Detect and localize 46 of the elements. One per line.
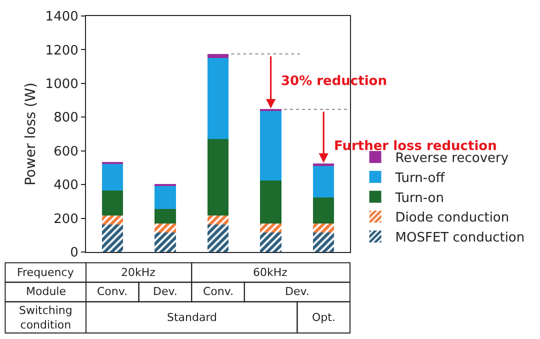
y-axis-title: Power loss (W) — [22, 82, 39, 186]
text: Dev. — [285, 285, 310, 298]
y-tick-label: 200 — [54, 212, 78, 227]
y-tick-label: 800 — [54, 110, 78, 126]
text: Dev. — [153, 285, 178, 298]
bar — [313, 165, 334, 198]
bar — [260, 232, 282, 252]
text: 20kHz — [121, 266, 156, 279]
bar — [313, 232, 334, 252]
bar — [207, 216, 229, 225]
bar — [313, 223, 334, 232]
text: Frequency — [17, 266, 74, 279]
text: Module — [26, 285, 66, 298]
text: Standard — [167, 311, 218, 324]
bar — [154, 232, 176, 252]
bar — [102, 164, 123, 191]
y-tick-label: 600 — [54, 144, 78, 160]
y-tick-label: 0 — [70, 246, 78, 261]
bar — [102, 224, 123, 252]
y-tick-label: 1000 — [45, 76, 78, 92]
bar — [102, 190, 123, 216]
bar — [207, 224, 229, 252]
bar — [260, 180, 282, 224]
y-tick-label: 1200 — [45, 43, 78, 58]
y-tick-label: 400 — [54, 178, 78, 194]
text: 60kHz — [253, 266, 288, 279]
bar — [260, 110, 282, 181]
bar — [154, 209, 176, 224]
bar — [207, 54, 229, 58]
legend-label: Turn-off — [394, 170, 446, 186]
y-tick-label: 1400 — [45, 10, 78, 25]
bar — [207, 139, 229, 216]
bar — [154, 223, 176, 232]
text: Diode conduction — [395, 210, 510, 226]
text: Conv. — [203, 285, 234, 298]
text: MOSFET conduction — [395, 230, 525, 246]
legend-label: Turn-on — [394, 190, 444, 206]
bar — [207, 58, 229, 140]
text: Opt. — [312, 311, 336, 324]
bar — [313, 198, 334, 224]
text: Conv. — [97, 285, 128, 298]
bar — [102, 216, 123, 225]
legend-label: Reverse recovery — [395, 151, 509, 166]
bar — [154, 186, 176, 210]
text: Switching condition — [19, 304, 72, 332]
bar — [260, 223, 282, 232]
